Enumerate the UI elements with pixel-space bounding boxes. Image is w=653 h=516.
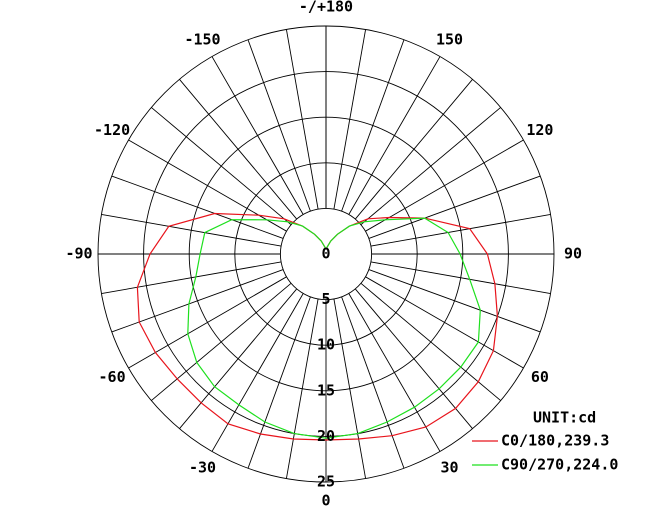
grid-spoke bbox=[348, 56, 441, 215]
grid-spoke bbox=[211, 293, 304, 452]
grid-spoke bbox=[111, 175, 284, 239]
angle-label: 120 bbox=[526, 121, 553, 139]
radial-label: 20 bbox=[317, 427, 335, 445]
grid-spoke bbox=[370, 261, 551, 295]
angle-label: 0 bbox=[321, 492, 330, 510]
angle-label: -30 bbox=[189, 458, 216, 476]
grid-spoke bbox=[211, 56, 304, 215]
grid-spoke bbox=[128, 276, 287, 369]
grid-spoke bbox=[341, 296, 405, 469]
unit-label: UNIT:cd bbox=[533, 409, 596, 427]
legend-label: C90/270,224.0 bbox=[501, 456, 618, 474]
grid-spoke bbox=[354, 288, 473, 429]
grid-spoke bbox=[333, 29, 367, 210]
legend-label: C0/180,239.3 bbox=[501, 432, 609, 450]
grid-spoke bbox=[285, 29, 319, 210]
radial-label: 5 bbox=[321, 290, 330, 308]
grid-spoke bbox=[179, 288, 298, 429]
angle-label: 150 bbox=[436, 31, 463, 49]
grid-spoke bbox=[247, 39, 311, 212]
grid-spoke bbox=[348, 293, 441, 452]
grid-spoke bbox=[247, 296, 311, 469]
grid-spoke bbox=[341, 39, 405, 212]
radial-label: 10 bbox=[317, 336, 335, 354]
grid-spoke bbox=[365, 276, 524, 369]
grid-spoke bbox=[101, 213, 282, 247]
radial-label: 25 bbox=[317, 473, 335, 491]
grid-spoke bbox=[151, 107, 292, 226]
angle-label: 90 bbox=[564, 245, 582, 263]
grid-spoke bbox=[365, 139, 524, 232]
angle-label: -/+180 bbox=[299, 0, 353, 16]
grid-spoke bbox=[360, 282, 501, 401]
radial-label: 15 bbox=[317, 381, 335, 399]
angle-label: -60 bbox=[99, 368, 126, 386]
grid-spoke bbox=[370, 213, 551, 247]
grid-spoke bbox=[368, 269, 541, 333]
grid-spoke bbox=[333, 298, 367, 479]
angle-label: -120 bbox=[94, 121, 130, 139]
grid-spoke bbox=[151, 282, 292, 401]
series-line bbox=[187, 217, 481, 439]
grid-spoke bbox=[101, 261, 282, 295]
grid-spoke bbox=[128, 139, 287, 232]
series-line bbox=[136, 212, 499, 441]
angle-label: -90 bbox=[65, 245, 92, 263]
angle-label: -150 bbox=[184, 31, 220, 49]
angle-label: 60 bbox=[531, 368, 549, 386]
grid-spoke bbox=[360, 107, 501, 226]
angle-label: 30 bbox=[440, 458, 458, 476]
grid-spoke bbox=[368, 175, 541, 239]
radial-label: 0 bbox=[321, 245, 330, 263]
grid-spoke bbox=[354, 79, 473, 220]
grid-spoke bbox=[179, 79, 298, 220]
grid-spoke bbox=[285, 298, 319, 479]
grid-spoke bbox=[111, 269, 284, 333]
